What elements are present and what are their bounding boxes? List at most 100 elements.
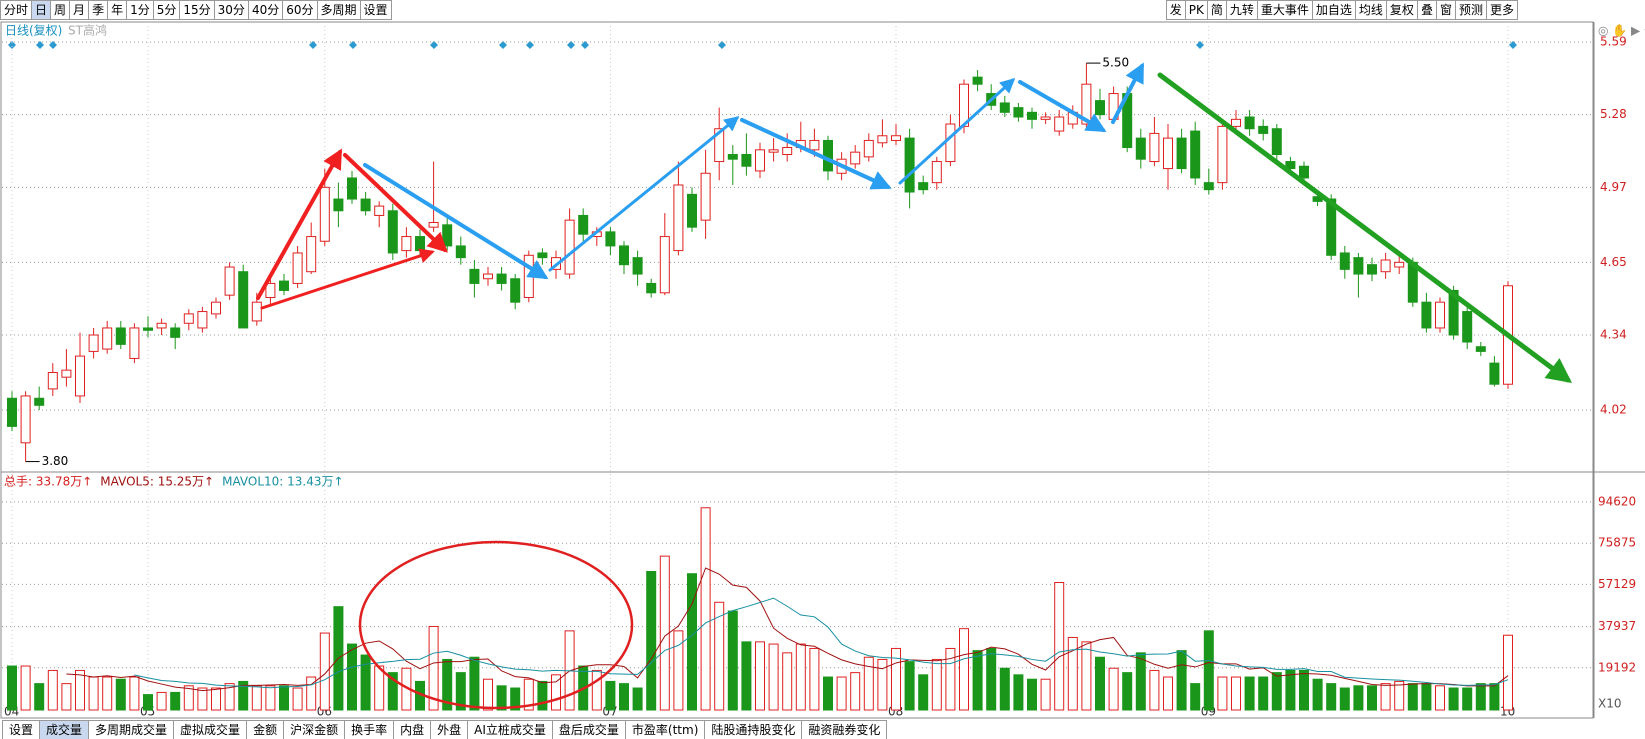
candle-body xyxy=(319,186,330,242)
button[interactable]: 复权 xyxy=(1385,0,1418,20)
y-tick-label: 57129 xyxy=(1598,577,1636,591)
button[interactable]: 重大事件 xyxy=(1256,0,1313,20)
arrow xyxy=(1111,62,1144,124)
volume-bar xyxy=(374,665,385,711)
volume-bar xyxy=(1367,685,1377,711)
volume-bar xyxy=(605,680,616,711)
volume-bar xyxy=(115,678,126,711)
y-tick-label: 37937 xyxy=(1598,619,1636,633)
volume-bar xyxy=(428,625,439,711)
button[interactable]: 叠 xyxy=(1416,0,1437,20)
candle-body xyxy=(1326,198,1337,256)
button[interactable]: 多周期成交量 xyxy=(88,720,175,739)
button[interactable]: 分时 xyxy=(0,0,33,20)
volume-bar xyxy=(1108,667,1119,711)
volume-bar xyxy=(1394,680,1405,711)
button[interactable]: 60分 xyxy=(282,0,318,20)
button[interactable]: 内盘 xyxy=(393,720,432,739)
button[interactable]: 月 xyxy=(69,0,90,20)
y-tick-label: 19192 xyxy=(1598,660,1636,674)
button[interactable]: 融资融券变化 xyxy=(801,720,888,739)
volume-bar xyxy=(1163,676,1173,711)
button[interactable]: 市盈率(ttm) xyxy=(624,720,706,739)
volume-bar xyxy=(1244,676,1255,711)
button[interactable]: 更多 xyxy=(1485,0,1518,20)
volume-bar xyxy=(47,669,58,711)
volume-bar xyxy=(319,632,330,711)
button[interactable]: 40分 xyxy=(247,0,284,20)
volume-bar xyxy=(877,658,888,711)
candle-body xyxy=(496,273,507,284)
volume-bar xyxy=(1407,683,1418,711)
button[interactable]: 1分 xyxy=(126,0,154,20)
button[interactable]: 年 xyxy=(107,0,128,20)
button[interactable]: 多周期 xyxy=(316,0,361,20)
volume-bar xyxy=(904,661,915,711)
arrow xyxy=(256,148,342,300)
button[interactable]: 设置 xyxy=(2,720,41,739)
button[interactable]: 沪深金额 xyxy=(283,720,346,739)
volume-bar xyxy=(455,672,466,711)
toolbar-icons: ◎ ✋ ▶ ↶ ✂ ⊕ ⊖ xyxy=(1598,24,1645,38)
button[interactable]: 均线 xyxy=(1354,0,1387,20)
volume-bar xyxy=(1435,685,1445,711)
button[interactable]: AI立桩成交量 xyxy=(467,720,553,739)
candle-body xyxy=(211,301,221,315)
volume-bar xyxy=(1190,683,1201,711)
button[interactable]: 15分 xyxy=(179,0,215,20)
candle-body xyxy=(1163,137,1173,170)
button[interactable]: 设置 xyxy=(359,0,392,20)
candle-body xyxy=(183,313,194,324)
button[interactable]: 日 xyxy=(31,0,52,20)
volume-bar xyxy=(768,643,779,711)
button[interactable]: 换手率 xyxy=(344,720,395,739)
button[interactable]: 窗 xyxy=(1435,0,1456,20)
button[interactable]: PK xyxy=(1184,0,1208,20)
candle-body xyxy=(115,327,126,345)
volume-bar xyxy=(755,641,765,711)
volume-bar xyxy=(1462,687,1473,711)
candle-body xyxy=(741,154,752,167)
volume-bar xyxy=(931,658,942,711)
candle-body xyxy=(578,214,589,235)
event-markers xyxy=(8,41,1517,49)
button[interactable]: 虚拟成交量 xyxy=(173,720,248,739)
button[interactable]: 周 xyxy=(50,0,71,20)
volume-bar xyxy=(224,683,235,711)
volume-bar xyxy=(1231,676,1241,711)
candle-body xyxy=(768,149,779,153)
button[interactable]: 盘后成交量 xyxy=(551,720,626,739)
volume-bar xyxy=(986,647,997,711)
button[interactable]: 金额 xyxy=(246,720,285,739)
candle-body xyxy=(1190,130,1201,179)
volume-bar xyxy=(1448,687,1459,711)
button[interactable]: 外盘 xyxy=(430,720,469,739)
button[interactable]: 成交量 xyxy=(39,720,90,739)
button[interactable]: 30分 xyxy=(213,0,249,20)
button[interactable]: 简 xyxy=(1206,0,1227,20)
button[interactable]: 加自选 xyxy=(1311,0,1356,20)
volume-bar xyxy=(1176,650,1187,711)
button[interactable]: 发 xyxy=(1165,0,1186,20)
volume-bar xyxy=(632,687,643,711)
button[interactable]: 九转 xyxy=(1225,0,1258,20)
arrow xyxy=(260,248,435,310)
candle-body xyxy=(659,236,670,294)
button[interactable]: 陆股通持股变化 xyxy=(704,720,803,739)
button[interactable]: 5分 xyxy=(152,0,181,20)
volume-bar xyxy=(1081,641,1092,711)
candle-body xyxy=(401,236,412,252)
candle-body xyxy=(292,252,303,284)
candle-body xyxy=(687,193,697,228)
volume-legend: MAVOL10: 13.43万↑ xyxy=(222,475,343,489)
volume-bar xyxy=(619,683,629,711)
candle-body xyxy=(333,198,344,212)
y-tick-label: 5.59 xyxy=(1600,35,1627,49)
candle-body xyxy=(197,311,208,329)
volume-bar xyxy=(387,672,398,711)
button[interactable]: 预测 xyxy=(1454,0,1487,20)
button[interactable]: 季 xyxy=(88,0,109,20)
mavol-line xyxy=(134,597,1509,689)
candle-body xyxy=(102,327,113,350)
candle-body xyxy=(1095,100,1105,116)
